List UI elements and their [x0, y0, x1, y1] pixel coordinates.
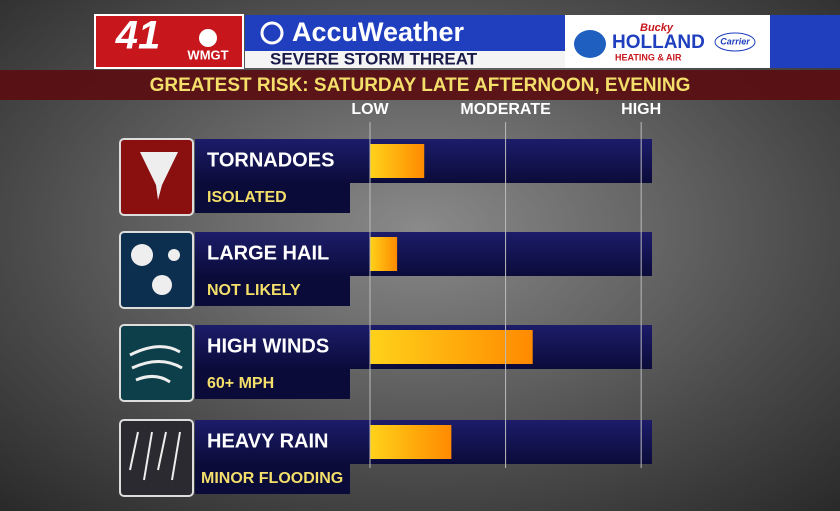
- header-fill: [770, 15, 840, 68]
- partner: Carrier: [720, 36, 750, 46]
- x-tick-label: MODERATE: [460, 101, 551, 118]
- name-box: [195, 420, 370, 464]
- tornado-shape: [140, 152, 178, 200]
- wind-shape: [129, 345, 183, 384]
- bar-track: [370, 232, 652, 276]
- sun-icon: [260, 21, 284, 45]
- description-box: [195, 369, 350, 399]
- category-label: TORNADOES: [207, 149, 334, 171]
- sponsor-logo: [574, 30, 606, 58]
- description-box: [195, 183, 350, 213]
- description: NOT LIKELY: [207, 282, 301, 299]
- station-box: [94, 14, 244, 69]
- name-box: [195, 139, 370, 183]
- x-tick-label: LOW: [351, 101, 389, 118]
- peacock: [199, 29, 217, 47]
- rain-shape: [129, 431, 181, 481]
- name-box: [195, 232, 370, 276]
- bar: [370, 425, 452, 459]
- hail-stone: [152, 275, 172, 295]
- hail-stone: [131, 244, 153, 266]
- brand: AccuWeather: [292, 17, 465, 47]
- hail-icon: [119, 231, 194, 309]
- sponsor-script: Bucky: [640, 22, 674, 34]
- title-bar: [0, 70, 840, 100]
- sponsor-name: HOLLAND: [612, 32, 705, 53]
- hail-stone: [168, 249, 180, 261]
- bar: [370, 330, 533, 364]
- x-tick-label: HIGH: [621, 101, 661, 118]
- chart-title: GREATEST RISK: SATURDAY LATE AFTERNOON, …: [150, 75, 691, 96]
- description: 60+ MPH: [207, 375, 274, 392]
- description-box: [195, 276, 350, 306]
- category-label: HIGH WINDS: [207, 335, 329, 357]
- rain-icon: [119, 419, 194, 497]
- description-box: [195, 464, 350, 494]
- subtitle-box: [245, 51, 565, 68]
- icons: [119, 138, 194, 497]
- sponsor-tag: HEATING & AIR: [615, 52, 682, 62]
- station: WMGT: [187, 47, 228, 62]
- channel: 41: [115, 14, 161, 58]
- description: MINOR FLOODING: [201, 470, 343, 487]
- partner-logo: [714, 32, 756, 52]
- bar: [370, 144, 425, 178]
- bar: [370, 237, 398, 271]
- subtitle: SEVERE STORM THREAT: [270, 49, 478, 68]
- name-box: [195, 325, 370, 369]
- description: ISOLATED: [207, 189, 287, 206]
- brand-box: [245, 15, 565, 51]
- category-label: HEAVY RAIN: [207, 430, 329, 452]
- rows: TORNADOES ISOLATED LARGE HAIL NOT LIKELY HIG…: [195, 139, 652, 494]
- category-label: LARGE HAIL: [207, 242, 329, 264]
